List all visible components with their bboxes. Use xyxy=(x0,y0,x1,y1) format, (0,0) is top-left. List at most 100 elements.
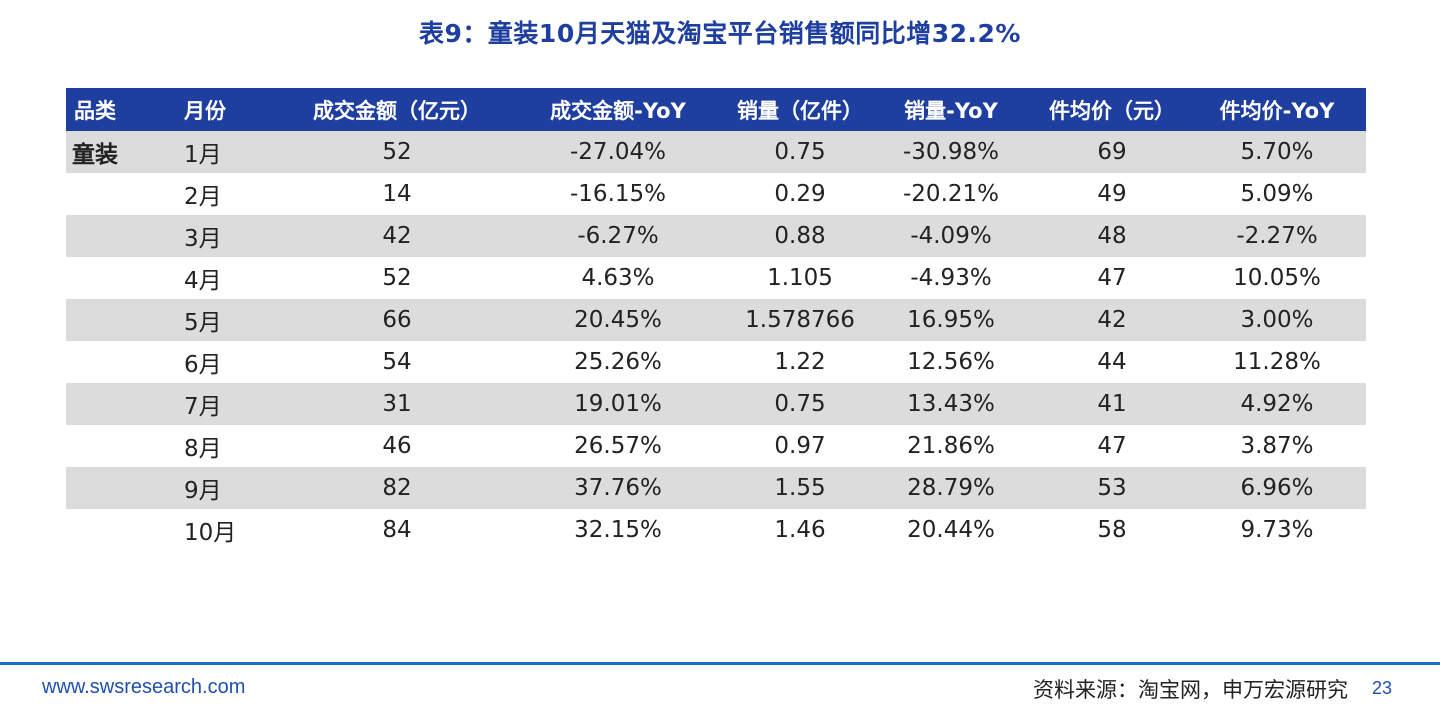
volume-yoy-cell: -4.93% xyxy=(910,265,992,291)
table-row: 6月 54 25.26% 1.22 12.56% 44 11.28% xyxy=(66,341,1366,383)
footer-divider xyxy=(0,662,1440,665)
month-cell: 4月 xyxy=(184,268,222,294)
volume-cell: 0.97 xyxy=(774,433,826,459)
avg-price-cell: 44 xyxy=(1097,349,1127,375)
gmv-cell: 14 xyxy=(382,181,412,207)
avg-price-yoy-cell: 11.28% xyxy=(1233,349,1321,375)
gmv-cell: 46 xyxy=(382,433,412,459)
gmv-cell: 31 xyxy=(382,391,412,417)
avg-price-cell: 48 xyxy=(1097,223,1127,249)
header-gmv-yoy: 成交金额-YoY xyxy=(550,98,686,123)
volume-cell: 1.46 xyxy=(774,517,826,543)
volume-yoy-cell: -20.21% xyxy=(903,181,999,207)
gmv-yoy-cell: -6.27% xyxy=(577,223,659,249)
table-row: 3月 42 -6.27% 0.88 -4.09% 48 -2.27% xyxy=(66,215,1366,257)
category-cell xyxy=(66,257,180,299)
page-number: 23 xyxy=(1371,678,1392,698)
avg-price-cell: 69 xyxy=(1097,139,1127,165)
month-cell: 6月 xyxy=(184,352,222,378)
avg-price-yoy-cell: 5.09% xyxy=(1240,181,1314,207)
avg-price-cell: 42 xyxy=(1097,307,1127,333)
volume-cell: 0.88 xyxy=(774,223,826,249)
month-cell: 10月 xyxy=(184,520,237,546)
avg-price-yoy-cell: 9.73% xyxy=(1240,517,1314,543)
gmv-yoy-cell: 37.76% xyxy=(574,475,662,501)
header-volume-yoy: 销量-YoY xyxy=(904,98,998,123)
table-row: 童装 1月 52 -27.04% 0.75 -30.98% 69 5.70% xyxy=(66,131,1366,173)
header-month: 月份 xyxy=(184,98,226,123)
gmv-cell: 84 xyxy=(382,517,412,543)
volume-yoy-cell: -4.09% xyxy=(910,223,992,249)
gmv-cell: 52 xyxy=(382,265,412,291)
volume-yoy-cell: 12.56% xyxy=(907,349,995,375)
month-cell: 2月 xyxy=(184,184,222,210)
category-cell xyxy=(66,299,180,341)
avg-price-yoy-cell: 5.70% xyxy=(1240,139,1314,165)
gmv-cell: 54 xyxy=(382,349,412,375)
volume-cell: 1.578766 xyxy=(745,307,855,333)
volume-yoy-cell: 13.43% xyxy=(907,391,995,417)
gmv-yoy-cell: 26.57% xyxy=(574,433,662,459)
table-row: 4月 52 4.63% 1.105 -4.93% 47 10.05% xyxy=(66,257,1366,299)
table-row: 5月 66 20.45% 1.578766 16.95% 42 3.00% xyxy=(66,299,1366,341)
category-cell xyxy=(66,509,180,551)
gmv-yoy-cell: 19.01% xyxy=(574,391,662,417)
table-row: 8月 46 26.57% 0.97 21.86% 47 3.87% xyxy=(66,425,1366,467)
gmv-cell: 82 xyxy=(382,475,412,501)
volume-cell: 0.29 xyxy=(774,181,826,207)
volume-yoy-cell: 20.44% xyxy=(907,517,995,543)
volume-yoy-cell: 21.86% xyxy=(907,433,995,459)
avg-price-cell: 47 xyxy=(1097,265,1127,291)
website-link[interactable]: www.swsresearch.com xyxy=(42,676,246,698)
category-cell xyxy=(66,383,180,425)
table-row: 7月 31 19.01% 0.75 13.43% 41 4.92% xyxy=(66,383,1366,425)
volume-cell: 1.22 xyxy=(774,349,826,375)
header-category: 品类 xyxy=(74,98,116,123)
avg-price-cell: 53 xyxy=(1097,475,1127,501)
category-cell xyxy=(66,467,180,509)
gmv-yoy-cell: 25.26% xyxy=(574,349,662,375)
volume-cell: 0.75 xyxy=(774,391,826,417)
header-avg-price-yoy: 件均价-YoY xyxy=(1219,98,1335,123)
table-row: 10月 84 32.15% 1.46 20.44% 58 9.73% xyxy=(66,509,1366,551)
sales-table: 品类 月份 成交金额（亿元） 成交金额-YoY 销量（亿件） 销量-YoY 件均… xyxy=(66,88,1366,551)
category-cell xyxy=(66,173,180,215)
avg-price-yoy-cell: 4.92% xyxy=(1240,391,1314,417)
avg-price-yoy-cell: -2.27% xyxy=(1236,223,1318,249)
gmv-cell: 66 xyxy=(382,307,412,333)
avg-price-cell: 58 xyxy=(1097,517,1127,543)
gmv-yoy-cell: -27.04% xyxy=(570,139,666,165)
gmv-yoy-cell: -16.15% xyxy=(570,181,666,207)
month-cell: 3月 xyxy=(184,226,222,252)
header-volume: 销量（亿件） xyxy=(737,98,863,123)
gmv-yoy-cell: 4.63% xyxy=(581,265,655,291)
avg-price-yoy-cell: 6.96% xyxy=(1240,475,1314,501)
month-cell: 9月 xyxy=(184,478,222,504)
month-cell: 7月 xyxy=(184,394,222,420)
gmv-yoy-cell: 20.45% xyxy=(574,307,662,333)
table-row: 2月 14 -16.15% 0.29 -20.21% 49 5.09% xyxy=(66,173,1366,215)
volume-cell: 0.75 xyxy=(774,139,826,165)
volume-yoy-cell: -30.98% xyxy=(903,139,999,165)
volume-yoy-cell: 28.79% xyxy=(907,475,995,501)
month-cell: 8月 xyxy=(184,436,222,462)
volume-cell: 1.55 xyxy=(774,475,826,501)
category-cell xyxy=(66,215,180,257)
month-cell: 5月 xyxy=(184,310,222,336)
page-title: 表9：童装10月天猫及淘宝平台销售额同比增32.2% xyxy=(419,19,1021,48)
category-cell xyxy=(66,341,180,383)
avg-price-cell: 41 xyxy=(1097,391,1127,417)
header-gmv: 成交金额（亿元） xyxy=(313,98,481,123)
gmv-cell: 42 xyxy=(382,223,412,249)
gmv-cell: 52 xyxy=(382,139,412,165)
avg-price-yoy-cell: 3.87% xyxy=(1240,433,1314,459)
volume-yoy-cell: 16.95% xyxy=(907,307,995,333)
month-cell: 1月 xyxy=(184,142,222,168)
header-avg-price: 件均价（元） xyxy=(1049,98,1175,123)
category-cell xyxy=(66,425,180,467)
volume-cell: 1.105 xyxy=(767,265,833,291)
table-row: 9月 82 37.76% 1.55 28.79% 53 6.96% xyxy=(66,467,1366,509)
source-note: 资料来源：淘宝网，申万宏源研究 xyxy=(1033,678,1348,702)
avg-price-yoy-cell: 3.00% xyxy=(1240,307,1314,333)
avg-price-yoy-cell: 10.05% xyxy=(1233,265,1321,291)
